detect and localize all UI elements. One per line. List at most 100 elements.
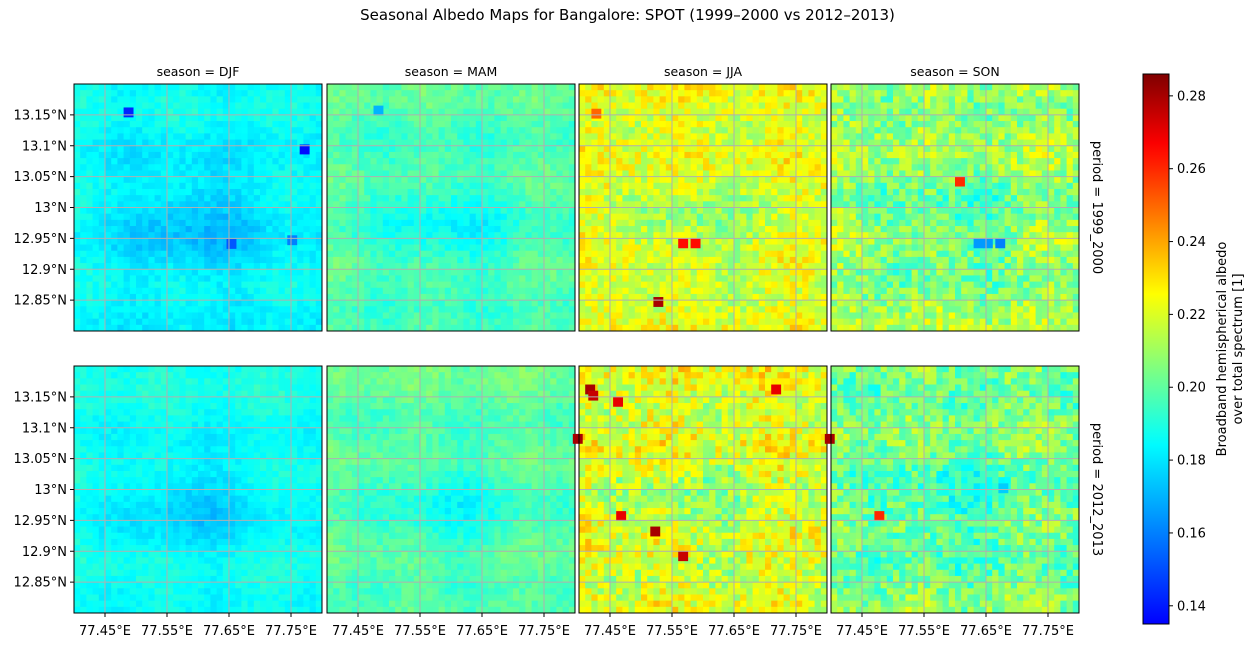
heatmap-cell xyxy=(759,275,766,282)
heatmap-cell xyxy=(370,121,377,128)
heatmap-cell xyxy=(173,226,180,233)
heatmap-cell xyxy=(408,109,415,116)
heatmap-cell xyxy=(591,164,598,171)
heatmap-cell xyxy=(173,251,180,258)
heatmap-cell xyxy=(796,152,803,159)
heatmap-cell xyxy=(173,294,180,301)
heatmap-cell xyxy=(790,226,797,233)
heatmap-cell xyxy=(691,140,698,147)
heatmap-cell xyxy=(684,164,691,171)
heatmap-cell xyxy=(532,164,539,171)
heatmap-cell xyxy=(432,245,439,252)
heatmap-cell xyxy=(641,127,648,134)
heatmap-cell xyxy=(136,189,143,196)
heatmap-cell xyxy=(395,115,402,122)
heatmap-cell xyxy=(333,201,340,208)
heatmap-cell xyxy=(408,226,415,233)
heatmap-cell xyxy=(124,158,131,165)
heatmap-cell xyxy=(316,146,323,153)
heatmap-cell xyxy=(136,245,143,252)
heatmap-cell xyxy=(457,245,464,252)
heatmap-cell xyxy=(544,127,551,134)
heatmap-cell xyxy=(616,312,623,319)
heatmap-cell xyxy=(740,109,747,116)
heatmap-cell xyxy=(684,96,691,103)
heatmap-cell xyxy=(728,245,735,252)
heatmap-cell xyxy=(414,232,421,239)
heatmap-cell xyxy=(333,251,340,258)
heatmap-cell xyxy=(155,115,162,122)
heatmap-cell xyxy=(432,90,439,97)
heatmap-cell xyxy=(1005,96,1012,103)
heatmap-cell xyxy=(408,152,415,159)
heatmap-cell xyxy=(358,164,365,171)
heatmap-cell xyxy=(155,109,162,116)
heatmap-cell xyxy=(401,245,408,252)
heatmap-cell xyxy=(494,133,501,140)
heatmap-cell xyxy=(519,109,526,116)
heatmap-cell xyxy=(266,269,273,276)
heatmap-cell xyxy=(544,177,551,184)
heatmap-cell xyxy=(93,115,100,122)
heatmap-cell xyxy=(703,294,710,301)
heatmap-cell xyxy=(439,325,446,332)
heatmap-cell xyxy=(684,84,691,91)
heatmap-cell xyxy=(771,208,778,215)
heatmap-cell xyxy=(401,263,408,270)
heatmap-cell xyxy=(622,282,629,289)
heatmap-cell xyxy=(678,288,685,295)
heatmap-cell xyxy=(519,96,526,103)
heatmap-cell xyxy=(167,127,174,134)
heatmap-cell xyxy=(728,90,735,97)
heatmap-cell xyxy=(186,208,193,215)
heatmap-cell xyxy=(414,115,421,122)
heatmap-cell xyxy=(285,282,292,289)
heatmap-cell xyxy=(105,275,112,282)
heatmap-cell xyxy=(629,170,636,177)
heatmap-cell xyxy=(709,195,716,202)
heatmap-cell xyxy=(653,282,660,289)
heatmap-cell xyxy=(445,158,452,165)
heatmap-cell xyxy=(260,146,267,153)
heatmap-cell xyxy=(316,282,323,289)
heatmap-cell xyxy=(488,146,495,153)
heatmap-cell xyxy=(136,177,143,184)
heatmap-cell xyxy=(291,189,298,196)
heatmap-cell xyxy=(579,257,586,264)
heatmap-cell xyxy=(641,170,648,177)
heatmap-cell xyxy=(722,189,729,196)
heatmap-cell xyxy=(647,288,654,295)
heatmap-cell xyxy=(346,312,353,319)
heatmap-cell xyxy=(868,96,875,103)
heatmap-cell xyxy=(364,164,371,171)
heatmap-cell xyxy=(616,152,623,159)
heatmap-cell xyxy=(585,152,592,159)
heatmap-cell xyxy=(155,208,162,215)
heatmap-cell xyxy=(635,115,642,122)
heatmap-cell xyxy=(303,245,310,252)
heatmap-cell xyxy=(519,220,526,227)
heatmap-cell xyxy=(111,164,118,171)
heatmap-cell xyxy=(248,170,255,177)
heatmap-cell xyxy=(217,183,224,190)
heatmap-cell xyxy=(777,140,784,147)
heatmap-cell xyxy=(316,312,323,319)
heatmap-cell xyxy=(439,300,446,307)
heatmap-cell xyxy=(808,195,815,202)
heatmap-cell xyxy=(821,232,828,239)
heatmap-cell xyxy=(653,133,660,140)
heatmap-cell xyxy=(198,96,205,103)
heatmap-cell xyxy=(451,195,458,202)
heatmap-cell xyxy=(678,140,685,147)
heatmap-cell xyxy=(105,189,112,196)
heatmap-cell xyxy=(622,201,629,208)
heatmap-cell xyxy=(310,183,317,190)
heatmap-cell xyxy=(501,251,508,258)
heatmap-cell xyxy=(445,121,452,128)
heatmap-cell xyxy=(451,232,458,239)
heatmap-cell xyxy=(604,177,611,184)
heatmap-cell xyxy=(248,115,255,122)
heatmap-cell xyxy=(167,201,174,208)
heatmap-cell xyxy=(765,214,772,221)
heatmap-cell xyxy=(598,232,605,239)
